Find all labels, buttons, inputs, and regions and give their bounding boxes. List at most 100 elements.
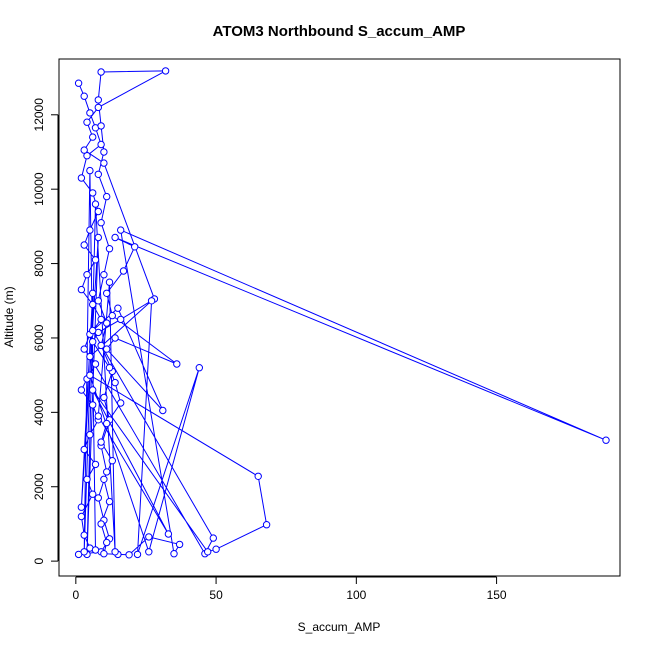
data-point (164, 530, 173, 538)
data-point (77, 503, 86, 511)
data-point (91, 360, 100, 368)
data-point (80, 241, 88, 249)
data-point (105, 245, 114, 253)
data-point (103, 538, 111, 547)
data-point (111, 378, 119, 387)
y-axis: 0 2000 4000 6000 8000 10000 12000 (32, 98, 59, 564)
data-point (111, 334, 119, 342)
data-point (105, 497, 114, 506)
data-point (602, 436, 610, 444)
data-point (117, 399, 125, 407)
data-point (114, 304, 122, 312)
data-point (94, 207, 103, 216)
data-point (89, 133, 97, 141)
data-point (103, 345, 111, 353)
data-point (103, 192, 111, 201)
data-point (86, 109, 94, 117)
data-point (100, 271, 108, 279)
data-point (89, 300, 97, 309)
x-tick-label: 100 (346, 588, 366, 602)
data-point (105, 278, 114, 286)
data-point (80, 146, 88, 154)
data-point (83, 271, 91, 279)
x-tick-label: 0 (72, 588, 79, 602)
data-point (100, 159, 108, 167)
data-point (86, 371, 94, 379)
data-point (74, 79, 83, 87)
y-axis-label: Altitude (m) (2, 286, 16, 347)
data-point (119, 267, 128, 275)
data-point (100, 148, 108, 156)
data-point (86, 166, 94, 175)
data-point (159, 406, 167, 415)
data-point (89, 326, 97, 335)
data-point (97, 341, 105, 350)
data-point (105, 364, 114, 372)
data-point (103, 289, 111, 297)
data-point (161, 67, 170, 75)
x-axis: 0 50 100 150 (72, 576, 507, 602)
data-point (89, 289, 97, 297)
data-point (80, 548, 88, 556)
y-tick-label: 8000 (32, 250, 46, 277)
data-point (91, 460, 100, 469)
y-tick-label: 12000 (32, 98, 46, 132)
y-tick-label: 2000 (32, 473, 46, 500)
data-point (94, 233, 103, 242)
data-point (80, 345, 88, 353)
data-point (94, 412, 103, 420)
data-point (94, 103, 103, 112)
data-point (254, 472, 262, 480)
data-point (97, 140, 105, 149)
data-point (103, 419, 111, 428)
chart-title: ATOM3 Northbound S_accum_AMP (213, 23, 466, 40)
data-point (94, 494, 103, 502)
data-point (97, 520, 105, 528)
data-point (91, 546, 100, 554)
data-point (111, 548, 119, 556)
data-point (100, 550, 108, 558)
data-point (77, 174, 86, 182)
y-tick-label: 4000 (32, 399, 46, 426)
data-point (103, 319, 111, 327)
data-point (133, 550, 142, 559)
series-points (74, 67, 610, 559)
x-tick-label: 50 (209, 588, 223, 602)
x-tick-label: 150 (487, 588, 507, 602)
data-point (117, 315, 125, 324)
data-point (212, 545, 220, 553)
data-point (100, 475, 108, 483)
data-point (86, 352, 94, 361)
data-point (97, 438, 105, 446)
data-point (204, 548, 212, 556)
data-point (97, 122, 105, 130)
data-point (91, 200, 100, 208)
data-point (125, 551, 133, 559)
data-point (175, 540, 184, 549)
data-point (111, 233, 119, 242)
data-point (108, 457, 117, 465)
data-point (117, 226, 125, 234)
data-point (94, 170, 103, 179)
data-point (89, 189, 97, 197)
data-point (147, 297, 156, 305)
y-tick-label: 6000 (32, 324, 46, 351)
data-point (209, 534, 218, 542)
data-point (83, 475, 91, 483)
data-point (195, 364, 204, 372)
data-point (89, 490, 97, 498)
data-point (80, 531, 88, 539)
data-point (145, 548, 153, 556)
data-point (89, 386, 97, 394)
data-point (77, 512, 86, 521)
data-point (80, 92, 88, 100)
y-tick-label: 10000 (32, 172, 46, 206)
data-point (97, 219, 105, 227)
data-point (77, 386, 86, 394)
data-point (80, 445, 88, 454)
data-point (91, 256, 100, 264)
data-point (89, 401, 97, 409)
data-point (77, 285, 86, 294)
